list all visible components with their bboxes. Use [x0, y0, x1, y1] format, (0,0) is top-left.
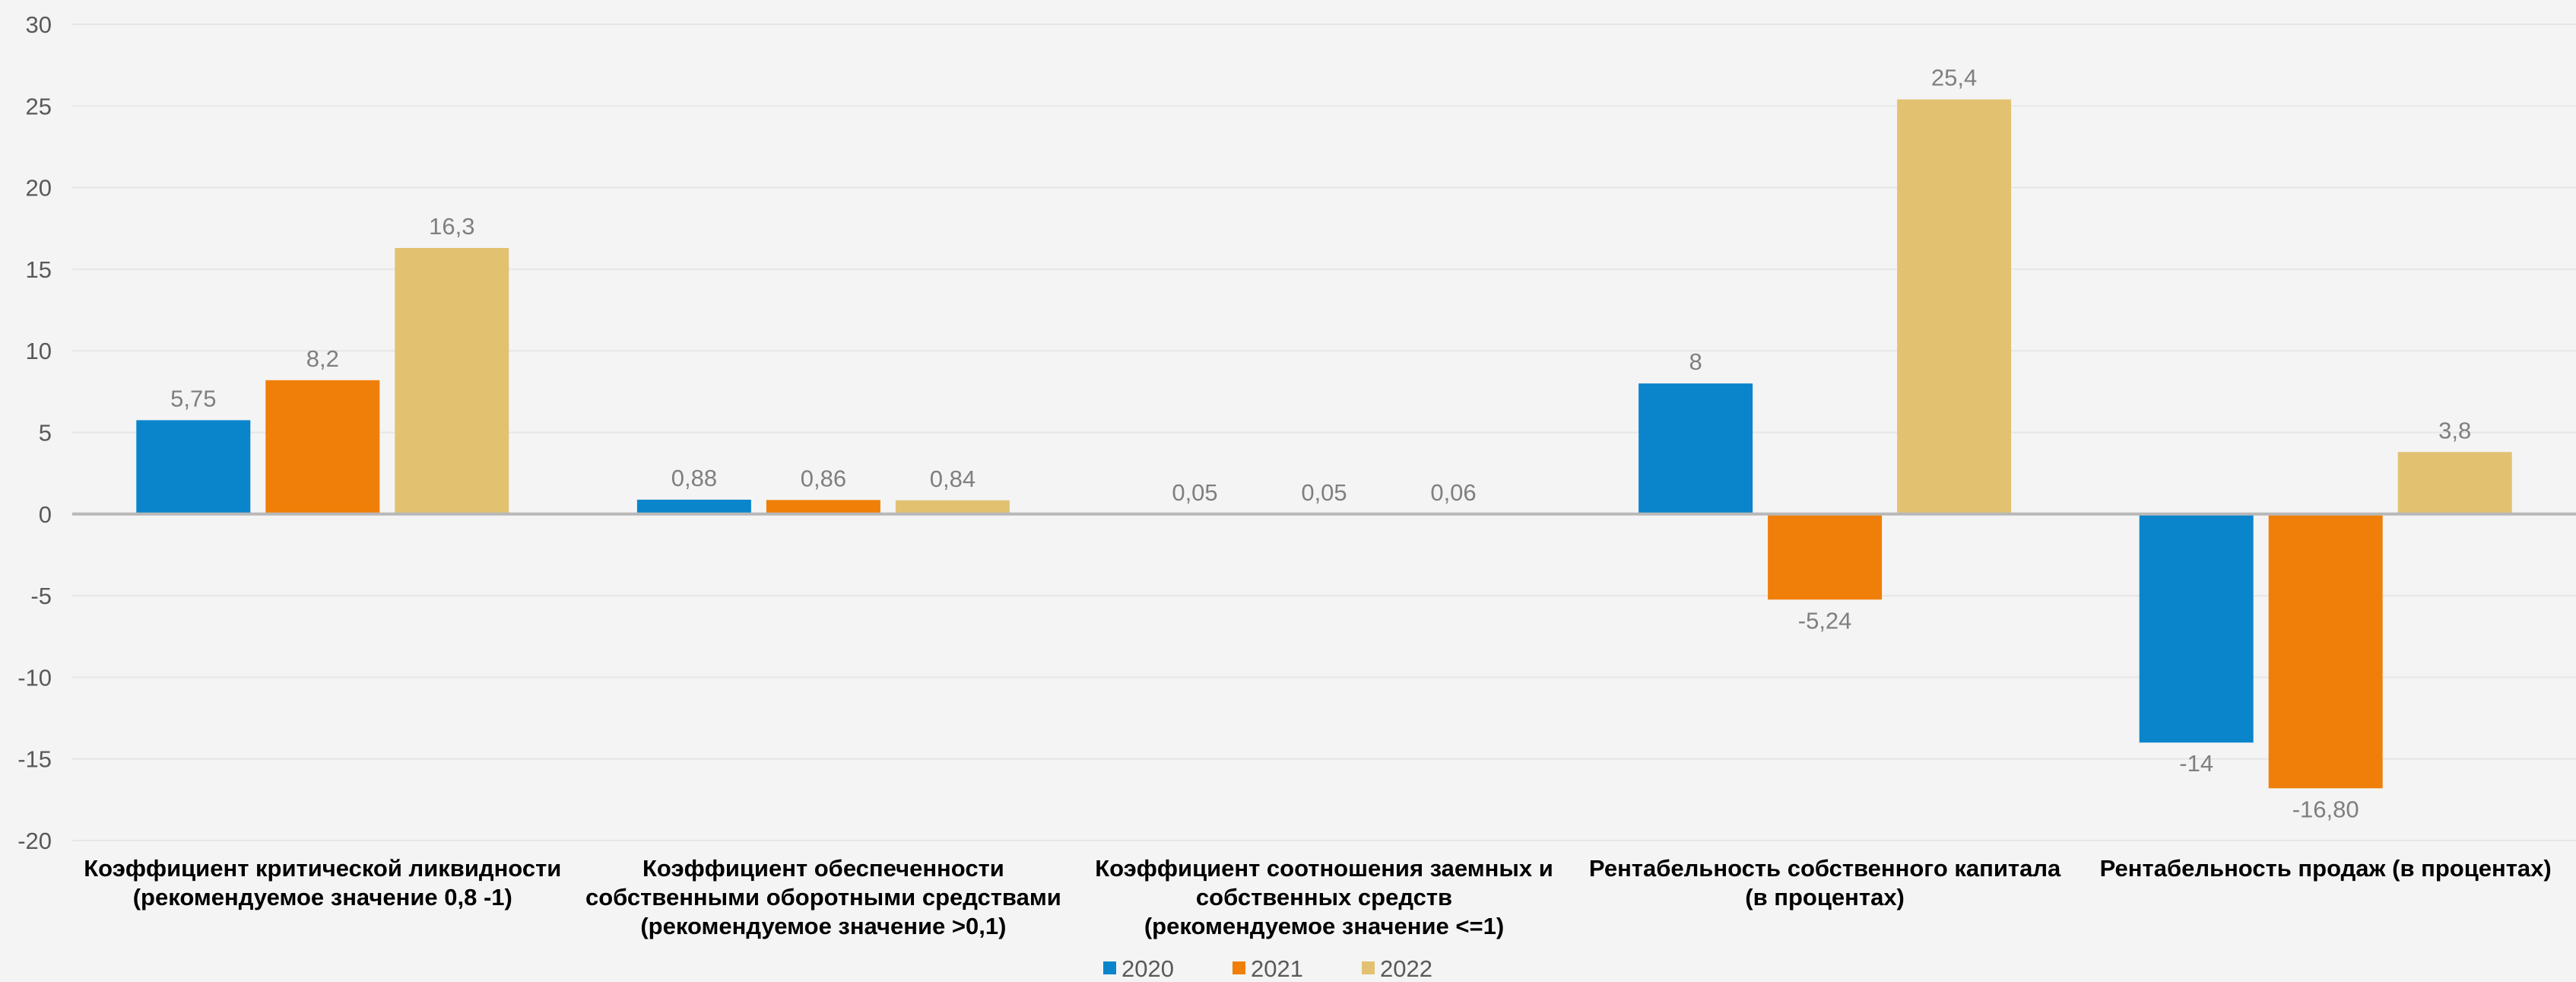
data-label-2020: 8 [1689, 348, 1702, 375]
data-label-2021: -5,24 [1798, 607, 1852, 634]
data-label-2020: 0,88 [671, 465, 717, 491]
category-label: (рекомендуемое значение >0,1) [640, 913, 1006, 939]
data-label-2022: 25,4 [1931, 65, 1977, 91]
category-label: (в процентах) [1745, 884, 1905, 910]
data-label-2020: -14 [2179, 750, 2213, 777]
category-label: (рекомендуемое значение <=1) [1144, 913, 1504, 939]
y-tick-label: 10 [26, 338, 52, 364]
category-label: (рекомендуемое значение 0,8 -1) [133, 884, 512, 910]
legend-swatch-2022 [1362, 961, 1375, 974]
legend-swatch-2021 [1232, 961, 1245, 974]
y-tick-label: 25 [26, 93, 52, 119]
data-label-2022: 16,3 [429, 213, 474, 240]
data-label-2020: 5,75 [170, 385, 216, 412]
data-label-2021: -16,80 [2292, 796, 2359, 822]
data-label-2022: 3,8 [2438, 417, 2471, 443]
y-tick-label: 30 [26, 11, 52, 38]
bar-2021 [2268, 513, 2383, 789]
bar-2020 [636, 499, 751, 514]
bars [136, 99, 2512, 789]
category-label: Коэффициент критической ликвидности [84, 855, 561, 882]
bar-2021 [265, 380, 380, 514]
legend: 2020 2021 2022 [1103, 955, 1432, 982]
bar-2022 [2397, 452, 2512, 514]
data-label-2022: 0,06 [1430, 479, 1476, 506]
legend-label-2020: 2020 [1121, 955, 1174, 982]
bar-2022 [395, 248, 509, 514]
bar-2021 [766, 500, 880, 514]
data-label-2021: 0,86 [801, 465, 846, 491]
category-labels: Коэффициент критической ликвидности(реко… [84, 855, 2551, 939]
data-label-2020: 0,05 [1172, 479, 1217, 506]
bar-2022 [895, 500, 1010, 514]
legend-label-2022: 2022 [1380, 955, 1432, 982]
bar-2020 [136, 420, 251, 514]
category-label: Рентабельность собственного капитала [1589, 855, 2061, 882]
y-axis-ticks: 30 25 20 15 10 5 0 -5 -10 -15 -20 [17, 11, 52, 854]
bar-2021 [1768, 513, 1883, 600]
bar-2022 [1897, 99, 2012, 514]
category-label: собственными оборотными средствами [585, 884, 1061, 910]
category-label: Коэффициент соотношения заемных и [1095, 855, 1553, 882]
bar-2020 [2139, 513, 2254, 743]
y-tick-label: -20 [17, 828, 52, 854]
legend-label-2021: 2021 [1251, 955, 1303, 982]
y-tick-label: -15 [17, 746, 52, 773]
data-labels: 5,75 0,88 0,05 8 -14 8,2 0,86 0,05 -5,24 -16,80 16… [170, 65, 2471, 823]
data-label-2022: 0,84 [930, 466, 976, 492]
data-label-2021: 8,2 [306, 345, 339, 372]
y-tick-label: 5 [39, 420, 52, 447]
category-label: Рентабельность продаж (в процентах) [2100, 855, 2552, 882]
legend-swatch-2020 [1103, 961, 1116, 974]
bar-2020 [1639, 383, 1753, 514]
data-label-2021: 0,05 [1301, 479, 1347, 506]
y-tick-label: -5 [30, 583, 52, 609]
y-tick-label: -10 [17, 664, 52, 691]
y-tick-label: 0 [39, 501, 52, 528]
category-label: Коэффициент обеспеченности [642, 855, 1004, 882]
y-tick-label: 15 [26, 256, 52, 283]
y-tick-label: 20 [26, 175, 52, 202]
category-label: собственных средств [1196, 884, 1452, 910]
